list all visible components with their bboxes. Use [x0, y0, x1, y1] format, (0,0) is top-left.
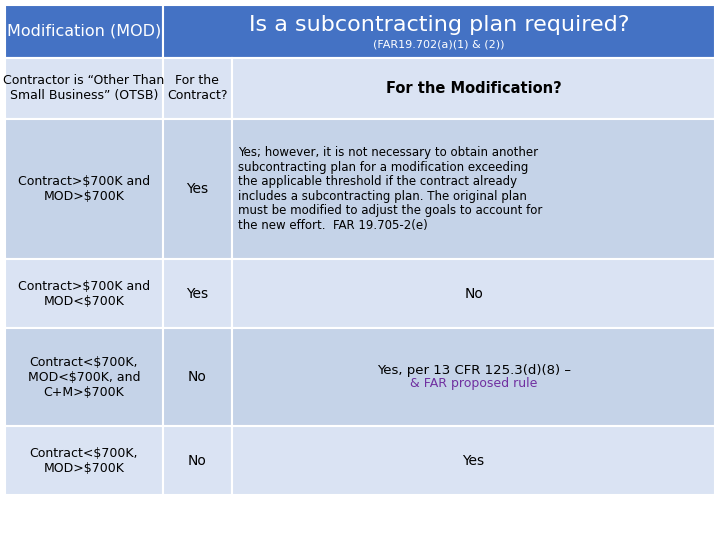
Bar [232, 119, 715, 259]
Bar [5, 328, 163, 427]
Bar [5, 259, 163, 328]
Bar [232, 328, 715, 427]
Bar [232, 427, 715, 495]
Text: Yes: Yes [186, 287, 209, 301]
Text: No: No [464, 287, 483, 301]
Text: Is a subcontracting plan required?: Is a subcontracting plan required? [248, 15, 629, 35]
Bar [5, 5, 163, 58]
Bar [5, 119, 163, 259]
Text: & FAR proposed rule: & FAR proposed rule [410, 377, 537, 390]
Bar [163, 119, 232, 259]
Text: includes a subcontracting plan. The original plan: includes a subcontracting plan. The orig… [238, 190, 527, 203]
Bar [163, 328, 232, 427]
Bar [163, 259, 232, 328]
Bar [163, 58, 232, 119]
Text: (FAR19.702(a)(1) & (2)): (FAR19.702(a)(1) & (2)) [373, 40, 505, 50]
Text: Yes, per 13 CFR 125.3(d)(8) –: Yes, per 13 CFR 125.3(d)(8) – [377, 364, 571, 377]
Text: subcontracting plan for a modification exceeding: subcontracting plan for a modification e… [238, 161, 528, 174]
Text: must be modified to adjust the goals to account for: must be modified to adjust the goals to … [238, 205, 543, 218]
Text: No: No [188, 370, 207, 384]
Text: Yes: Yes [462, 454, 485, 468]
Bar [163, 5, 715, 58]
Text: Contract<$700K,
MOD>$700K: Contract<$700K, MOD>$700K [30, 447, 138, 475]
Bar [232, 259, 715, 328]
Text: For the
Contract?: For the Contract? [167, 75, 228, 103]
Text: For the Modification?: For the Modification? [386, 81, 562, 96]
Text: Contract>$700K and
MOD>$700K: Contract>$700K and MOD>$700K [18, 175, 150, 203]
Text: Contractor is “Other Than
Small Business” (OTSB): Contractor is “Other Than Small Business… [3, 75, 164, 103]
Text: No: No [188, 454, 207, 468]
Text: Yes: Yes [186, 182, 209, 196]
Text: the applicable threshold if the contract already: the applicable threshold if the contract… [238, 176, 518, 188]
Bar [163, 427, 232, 495]
Text: Yes; however, it is not necessary to obtain another: Yes; however, it is not necessary to obt… [238, 146, 539, 159]
Text: Contract>$700K and
MOD<$700K: Contract>$700K and MOD<$700K [18, 280, 150, 308]
Text: Modification (MOD): Modification (MOD) [6, 24, 161, 39]
Text: the new effort.  FAR 19.705-2(e): the new effort. FAR 19.705-2(e) [238, 219, 428, 232]
Bar [5, 58, 163, 119]
Bar [232, 58, 715, 119]
Bar [5, 427, 163, 495]
Text: Contract<$700K,
MOD<$700K, and
C+M>$700K: Contract<$700K, MOD<$700K, and C+M>$700K [27, 356, 140, 399]
